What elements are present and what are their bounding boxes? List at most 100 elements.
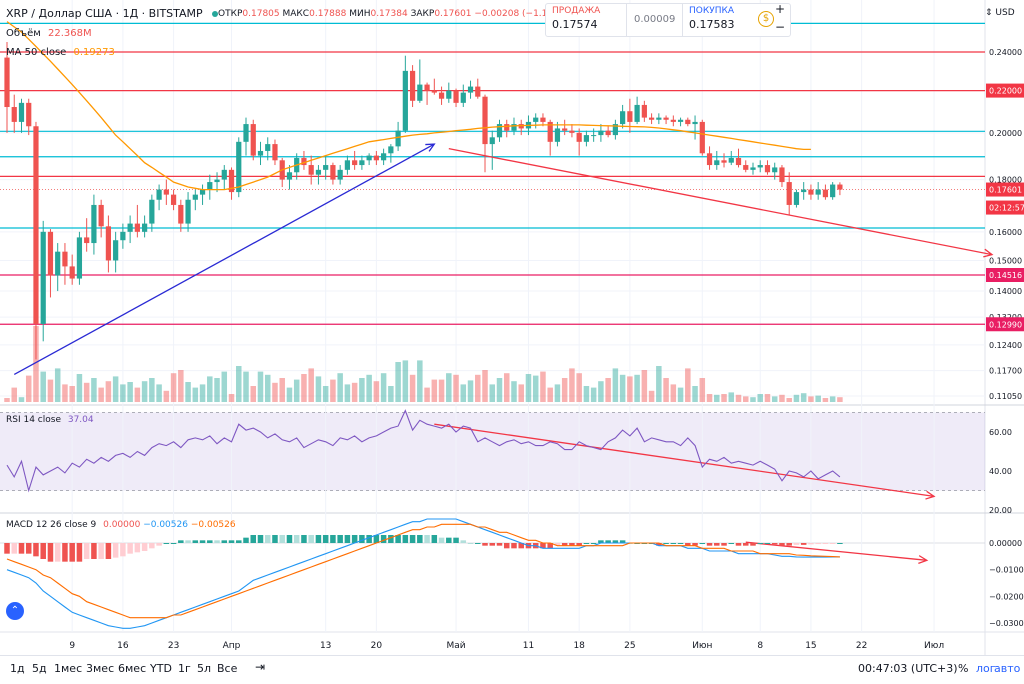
volume-legend[interactable]: Объём 22.368M [6,28,92,39]
macd-histogram-bar [706,543,713,546]
macd-histogram-bar [482,543,488,546]
volume-bar [417,360,423,402]
volume-value: 22.368M [48,28,92,39]
macd-histogram-bar [120,543,126,557]
symbol-title[interactable]: XRP / Доллар США · 1Д · BITSTAMP [6,7,224,20]
macd-histogram-bar [677,543,684,544]
range-5d[interactable]: 5д [32,662,47,675]
volume-bar [670,384,677,402]
candle-body [677,119,684,122]
volume-bar [525,374,532,402]
volume-bar [105,381,112,402]
rsi-line [6,409,841,493]
candle-body [265,144,271,151]
volume-bar [149,378,155,402]
macd-histogram-bar [612,540,619,543]
candle-body [98,204,104,227]
candle-body [170,194,177,205]
zoom-out-button[interactable]: − [775,20,786,34]
candle-body [91,204,97,244]
volume-bar [228,394,235,402]
volume-bar [641,370,648,402]
time-axis-label: 20 [371,641,383,651]
macd-histogram-bar [380,535,387,543]
volume-bar [47,379,54,402]
macd-histogram-bar [583,543,590,544]
volume-bar [706,394,713,402]
dollar-icon[interactable]: $ [758,11,774,27]
macd-histogram-bar [207,540,213,543]
macd-histogram-bar [279,535,285,543]
candle-body [496,124,503,138]
macd-histogram-bar [786,543,792,546]
goto-date-icon[interactable]: ⇥ [255,660,266,674]
currency-menu[interactable]: ⇕ USD [985,8,1015,18]
macd-histogram-bar [25,543,32,554]
candle-body [47,231,54,276]
price-axis-tick: 0.15000 [989,256,1022,265]
zoom-in-button[interactable]: + [775,2,786,16]
sell-value: 0.17574 [552,18,598,31]
percent-toggle[interactable]: % [958,662,969,675]
range-all[interactable]: Все [217,662,238,675]
candle-body [489,137,495,145]
price-axis-tick: 0.24000 [989,48,1022,57]
volume-bar [293,379,300,402]
macd-histogram-bar [221,540,228,543]
candle-body [692,121,698,125]
volume-bar [786,398,792,402]
volume-bar [83,382,90,402]
auto-toggle[interactable]: авто [994,662,1021,675]
macd-histogram-bar [619,540,626,543]
volume-bar [496,378,503,402]
volume-bar [62,384,68,402]
candle-body [330,165,336,180]
range-ytd[interactable]: YTD [150,662,172,675]
candle-body [105,226,112,261]
rsi-label: RSI 14 close [6,415,61,425]
volume-bar [54,368,61,402]
range-6m[interactable]: 6мес [118,662,147,675]
macd-histogram-bar [76,543,83,562]
macd-histogram-bar [228,540,235,543]
macd-histogram-bar [264,535,271,543]
candle-body [113,240,119,261]
buy-cell[interactable]: ПОКУПКА 0.17583 [682,4,763,36]
macd-histogram-bar [692,543,698,546]
macd-histogram-bar [829,543,836,544]
volume-bar [619,374,626,402]
candle-body [482,96,488,145]
volume-bar [11,387,17,402]
macd-histogram-bar [236,540,242,543]
volume-bar [590,387,597,402]
range-3m[interactable]: 3мес [86,662,115,675]
range-1y[interactable]: 1г [178,662,191,675]
rsi-value: 37.04 [67,415,94,425]
volume-bar [4,398,10,402]
log-toggle[interactable]: лог [976,662,996,675]
sell-cell[interactable]: ПРОДАЖА 0.17574 [546,4,627,36]
volume-bar [453,374,459,402]
candle-body [518,124,524,129]
rsi-legend[interactable]: RSI 14 close 37.04 [6,415,94,425]
macd-histogram-bar [18,543,25,554]
range-1m[interactable]: 1мес [54,662,83,675]
symbol-name[interactable]: XRP / Доллар США · 1Д · BITSTAMP [6,7,203,20]
clock-time[interactable]: 00:47:03 (UTC+3) [858,662,958,675]
trend-line [448,148,993,256]
candle-body [475,86,481,97]
range-5y[interactable]: 5л [197,662,212,675]
candle-body [301,157,307,166]
candle-body [634,104,640,122]
candle-body [18,102,25,122]
candle-body [366,155,372,161]
macd-legend[interactable]: MACD 12 26 close 9 0.00000 −0.00526 −0.0… [6,520,236,530]
ma-legend[interactable]: MA 50 close 0.19273 [6,47,115,58]
range-1d[interactable]: 1д [10,662,25,675]
candle-body [648,117,655,120]
macd-histogram-bar [656,543,662,546]
volume-bar [250,386,257,402]
candle-body [627,111,633,122]
